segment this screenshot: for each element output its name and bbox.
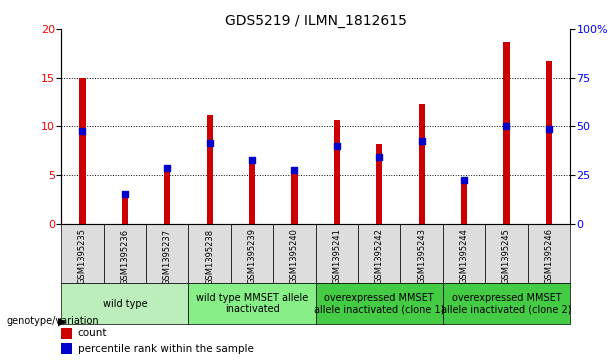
Bar: [61, 224, 104, 283]
Bar: [376, 144, 383, 224]
Bar: [61, 327, 72, 339]
Text: GSM1395241: GSM1395241: [332, 228, 341, 284]
Bar: [485, 224, 528, 283]
Text: GSM1395238: GSM1395238: [205, 228, 214, 285]
Point: [120, 191, 130, 196]
Bar: [122, 196, 128, 224]
Bar: [146, 224, 189, 283]
Bar: [164, 169, 170, 224]
Bar: [443, 283, 570, 325]
Point: [205, 140, 215, 146]
Bar: [316, 224, 358, 283]
Bar: [358, 224, 400, 283]
Bar: [189, 224, 231, 283]
Bar: [546, 61, 552, 224]
Bar: [291, 170, 298, 224]
Point: [544, 126, 554, 132]
Bar: [400, 224, 443, 283]
Bar: [104, 224, 146, 283]
Bar: [443, 224, 485, 283]
Text: GSM1395239: GSM1395239: [248, 228, 257, 284]
Bar: [249, 159, 255, 224]
Point: [375, 155, 384, 160]
Point: [459, 177, 469, 183]
Text: GSM1395236: GSM1395236: [120, 228, 129, 285]
Point: [501, 123, 511, 129]
Text: wild type MMSET allele
inactivated: wild type MMSET allele inactivated: [196, 293, 308, 314]
Bar: [273, 224, 316, 283]
Bar: [61, 283, 189, 325]
Bar: [333, 119, 340, 224]
Text: GSM1395244: GSM1395244: [460, 228, 468, 284]
Bar: [61, 343, 72, 354]
Bar: [419, 104, 425, 224]
Text: ▶: ▶: [58, 317, 67, 327]
Text: GSM1395242: GSM1395242: [375, 228, 384, 284]
Text: percentile rank within the sample: percentile rank within the sample: [78, 344, 253, 354]
Point: [332, 143, 342, 149]
Bar: [461, 184, 467, 224]
Text: GSM1395246: GSM1395246: [544, 228, 554, 284]
Bar: [207, 115, 213, 224]
Text: GSM1395245: GSM1395245: [502, 228, 511, 284]
Text: GSM1395237: GSM1395237: [163, 228, 172, 285]
Text: genotype/variation: genotype/variation: [6, 316, 99, 326]
Bar: [528, 224, 570, 283]
Text: GSM1395243: GSM1395243: [417, 228, 426, 284]
Point: [417, 138, 427, 144]
Point: [162, 165, 172, 171]
Title: GDS5219 / ILMN_1812615: GDS5219 / ILMN_1812615: [225, 14, 406, 28]
Text: wild type: wild type: [102, 299, 147, 309]
Point: [247, 158, 257, 163]
Bar: [79, 78, 86, 224]
Bar: [503, 42, 509, 224]
Bar: [189, 283, 316, 325]
Text: count: count: [78, 328, 107, 338]
Text: GSM1395240: GSM1395240: [290, 228, 299, 284]
Text: overexpressed MMSET
allele inactivated (clone 2): overexpressed MMSET allele inactivated (…: [441, 293, 572, 314]
Bar: [316, 283, 443, 325]
Bar: [231, 224, 273, 283]
Point: [289, 167, 299, 173]
Text: overexpressed MMSET
allele inactivated (clone 1): overexpressed MMSET allele inactivated (…: [314, 293, 444, 314]
Text: GSM1395235: GSM1395235: [78, 228, 87, 284]
Point: [78, 128, 88, 134]
